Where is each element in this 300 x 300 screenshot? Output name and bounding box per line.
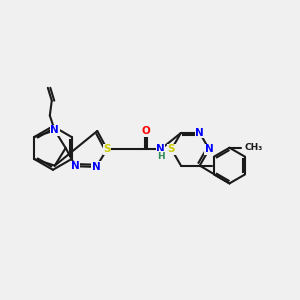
Text: N: N [195, 128, 204, 138]
Text: S: S [103, 144, 111, 154]
Text: H: H [157, 152, 164, 161]
Text: O: O [141, 126, 150, 136]
Text: N: N [50, 125, 59, 135]
Text: N: N [71, 161, 80, 171]
Text: N: N [156, 144, 165, 154]
Text: N: N [92, 162, 100, 172]
Text: N: N [205, 144, 214, 154]
Text: CH₃: CH₃ [244, 143, 262, 152]
Text: S: S [168, 144, 175, 154]
